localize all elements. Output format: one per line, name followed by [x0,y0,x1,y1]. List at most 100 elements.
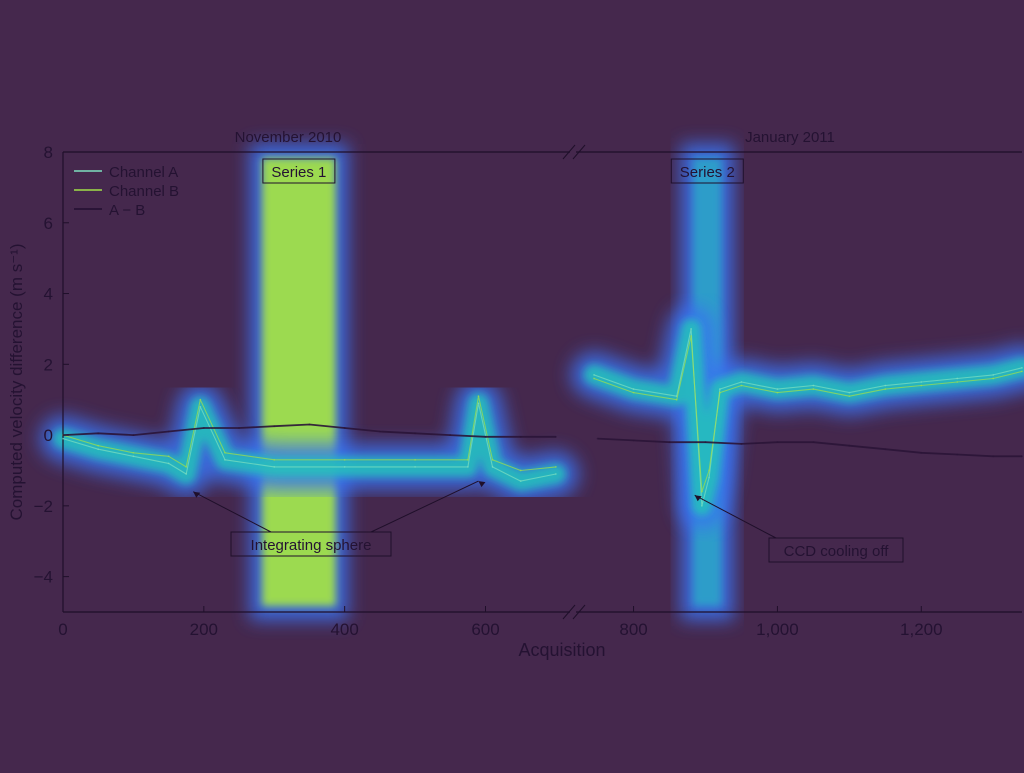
data-point-series-3 [704,441,707,444]
legend-label-1: Channel A [109,164,178,181]
data-point-series-2 [675,398,678,401]
x-tick-label: 200 [190,620,218,639]
annotation-text-1: Integrating sphere [251,537,372,554]
data-point-series-3 [132,434,135,436]
data-point-series-3 [776,441,779,444]
data-point-series-3 [202,427,205,429]
series-line-1-part-2 [593,328,1023,507]
data-point-series-2 [848,395,851,398]
heat-core-region-1 [262,158,336,606]
data-point-series-2 [740,384,743,387]
data-point-series-3 [920,451,923,454]
data-point-series-1 [956,377,959,380]
data-point-series-2 [708,469,710,472]
data-point-series-1 [477,402,480,405]
data-point-series-2 [992,377,995,380]
annotation-arrow-2-1 [694,494,777,539]
data-point-series-3 [167,430,170,433]
y-tick-label: 0 [44,426,53,445]
annotation-arrowhead-1-2 [478,481,486,488]
data-point-series-1 [700,504,703,507]
annotation-box-2 [768,537,904,563]
data-point-series-2 [167,455,170,458]
data-point-series-3 [519,435,522,438]
annotation-box-1 [230,531,392,557]
data-point-series-3 [848,444,851,447]
data-point-series-1 [632,388,635,390]
x-tick-label: 800 [619,620,647,639]
region-label-box-2 [670,158,744,184]
data-point-series-3 [97,432,100,435]
x-tick-label: 600 [471,620,499,639]
annotation-text-2: CCD cooling off [784,543,890,560]
data-point-series-2 [132,451,135,454]
data-point-series-1 [593,374,595,376]
data-point-series-3 [992,455,995,458]
heat-trace-glow-2 [571,305,1024,529]
data-point-series-2 [199,398,202,401]
data-point-series-1 [519,480,522,482]
data-point-series-3 [668,441,671,444]
data-point-series-2 [632,391,635,394]
annotation-arrow-1-1 [193,491,272,533]
axis-break-mark-3 [562,604,576,620]
data-point-series-3 [343,427,346,429]
data-point-series-2 [273,458,276,461]
data-point-series-2 [956,381,959,383]
x-tick-label: 1,200 [900,620,943,639]
data-point-series-1 [1021,366,1023,369]
data-point-series-3 [884,448,887,451]
data-point-series-3 [308,423,311,426]
y-tick-label: 6 [44,214,53,233]
data-point-series-2 [477,395,480,398]
data-point-series-1 [62,437,64,440]
data-point-series-2 [185,466,188,468]
data-point-series-1 [167,462,170,465]
data-point-series-2 [1021,370,1023,373]
data-point-series-2 [555,466,557,468]
axis-break-mark-4 [572,604,586,620]
data-point-series-1 [555,473,557,475]
data-point-series-2 [466,458,469,461]
data-point-series-1 [185,473,188,475]
data-point-series-3 [956,453,959,456]
data-point-series-3 [555,435,557,438]
axis-break-mark-1 [562,144,576,160]
data-point-series-3 [632,439,635,442]
data-point-series-2 [593,377,595,380]
annotation-arrow-1-2 [370,480,479,533]
data-point-series-2 [414,458,416,461]
data-point-series-1 [414,466,416,468]
region-label-2: Series 2 [680,164,735,181]
panel-title-1: November 2010 [235,129,342,146]
x-tick-label: 0 [58,620,67,639]
data-point-series-1 [273,466,276,468]
data-point-series-3 [273,425,276,428]
data-point-series-2 [812,388,815,390]
data-point-series-1 [812,384,815,387]
data-point-series-1 [920,381,923,383]
annotation-arrowhead-1-1 [193,491,201,498]
y-tick-label: −2 [34,497,53,516]
data-point-series-1 [690,328,692,330]
data-point-series-3 [62,434,64,436]
data-point-series-3 [378,430,381,433]
legend-label-2: Channel B [109,183,179,200]
data-point-series-3 [414,432,416,435]
y-tick-label: 4 [44,285,53,304]
series-line-2-part-2 [593,335,1023,493]
axis-break-mark-2 [572,144,586,160]
x-tick-label: 1,000 [756,620,799,639]
y-tick-label: 2 [44,355,53,374]
panel-title-2: January 2011 [745,129,835,146]
data-point-series-1 [718,388,721,390]
x-axis-label: Acquisition [518,640,605,660]
region-label-box-1 [262,158,336,184]
data-point-series-2 [97,444,100,447]
data-point-series-1 [848,391,851,394]
data-point-series-1 [776,388,779,390]
data-point-series-2 [343,458,346,461]
data-point-series-1 [740,381,743,383]
y-tick-label: −4 [34,568,53,587]
